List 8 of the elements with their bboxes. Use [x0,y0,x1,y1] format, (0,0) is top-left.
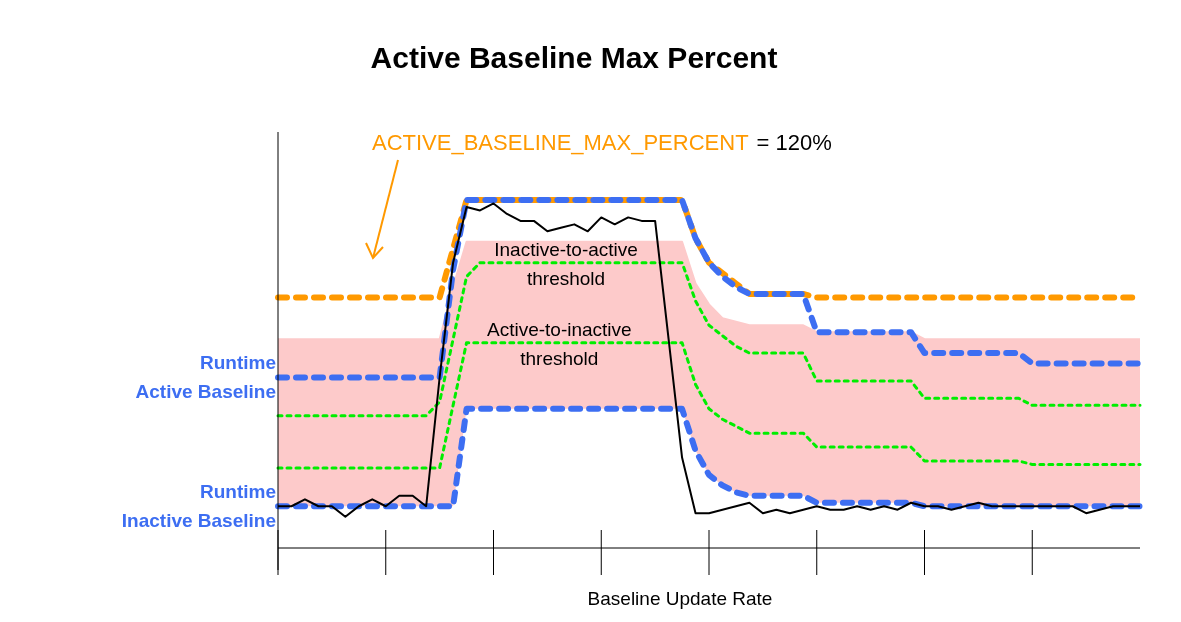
text: ACTIVE_BASELINE_MAX_PERCENT [372,130,749,155]
series-label: Active-to-inactive threshold [486,318,632,369]
chart-title: Active Baseline Max Percent [370,41,778,74]
series-label: Runtime Active Baseline [135,352,276,403]
series-label: Runtime Inactive Baseline [121,481,276,532]
x-axis-title: Baseline Update Rate [587,588,773,609]
text: = 120% [756,130,832,155]
series-label: Inactive-to-active threshold [494,238,638,289]
